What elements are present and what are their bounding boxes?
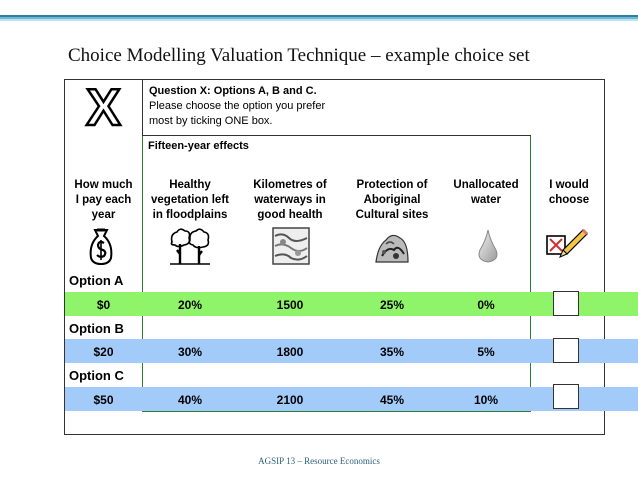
fifteen-year-effects-frame bbox=[142, 136, 531, 412]
waterway-icon bbox=[272, 227, 310, 265]
option-a-cost: $0 bbox=[96, 298, 111, 312]
slide-top-rule bbox=[0, 15, 638, 23]
option-a-row bbox=[65, 292, 638, 316]
option-c-cost: $50 bbox=[93, 393, 114, 407]
effects-label: Fifteen-year effects bbox=[148, 140, 249, 152]
option-a-vegetation: 20% bbox=[177, 298, 203, 312]
option-b-waterways: 1800 bbox=[276, 345, 304, 359]
option-b-cost: $20 bbox=[93, 345, 114, 359]
option-c-waterways: 2100 bbox=[276, 393, 304, 407]
header-waterways: Kilometres of waterways in good health bbox=[253, 179, 327, 221]
option-b-choose-checkbox[interactable] bbox=[553, 338, 579, 363]
option-a-unallocated-water: 0% bbox=[477, 298, 495, 312]
option-c-choose-checkbox[interactable] bbox=[553, 384, 579, 409]
option-a-waterways: 1500 bbox=[276, 298, 304, 312]
choice-set-table bbox=[64, 79, 605, 435]
option-a-label: Option A bbox=[69, 273, 124, 288]
option-c-vegetation: 40% bbox=[177, 393, 203, 407]
option-b-cultural-sites: 35% bbox=[379, 345, 405, 359]
tick-box-pencil-icon bbox=[546, 228, 589, 258]
option-c-unallocated-water: 10% bbox=[473, 393, 499, 407]
option-c-label: Option C bbox=[69, 368, 124, 383]
trees-icon bbox=[170, 228, 210, 265]
option-a-choose-checkbox[interactable] bbox=[553, 291, 579, 316]
option-b-vegetation: 30% bbox=[177, 345, 203, 359]
option-a-cultural-sites: 25% bbox=[379, 298, 405, 312]
header-cultural-sites: Protection of Aboriginal Cultural sites bbox=[355, 179, 429, 221]
header-i-would-choose: I would choose bbox=[548, 179, 590, 206]
option-b-unallocated-water: 5% bbox=[477, 345, 495, 359]
cultural-site-icon bbox=[375, 234, 409, 263]
water-drop-icon bbox=[478, 229, 498, 263]
slide-footer: AGSIP 13 – Resource Economics bbox=[258, 456, 380, 466]
question-instruction-line-2: most by ticking ONE box. bbox=[149, 115, 273, 127]
option-b-label: Option B bbox=[69, 321, 124, 336]
question-badge: X bbox=[65, 80, 142, 136]
option-c-cultural-sites: 45% bbox=[379, 393, 405, 407]
header-cost: How much I pay each year bbox=[74, 179, 133, 221]
option-c-row bbox=[65, 387, 638, 411]
header-vegetation: Healthy vegetation left in floodplains bbox=[151, 179, 229, 221]
question-instruction-line-1: Please choose the option you prefer bbox=[149, 100, 326, 112]
question-cell: Question X: Options A, B and C. Please c… bbox=[142, 80, 531, 136]
money-bag-icon bbox=[89, 228, 113, 266]
badge-letter: X bbox=[85, 79, 122, 137]
option-b-row bbox=[65, 339, 638, 363]
slide-title: Choice Modelling Valuation Technique – e… bbox=[68, 45, 530, 66]
header-unallocated-water: Unallocated water bbox=[453, 179, 519, 206]
question-title: Question X: Options A, B and C. bbox=[149, 85, 317, 97]
